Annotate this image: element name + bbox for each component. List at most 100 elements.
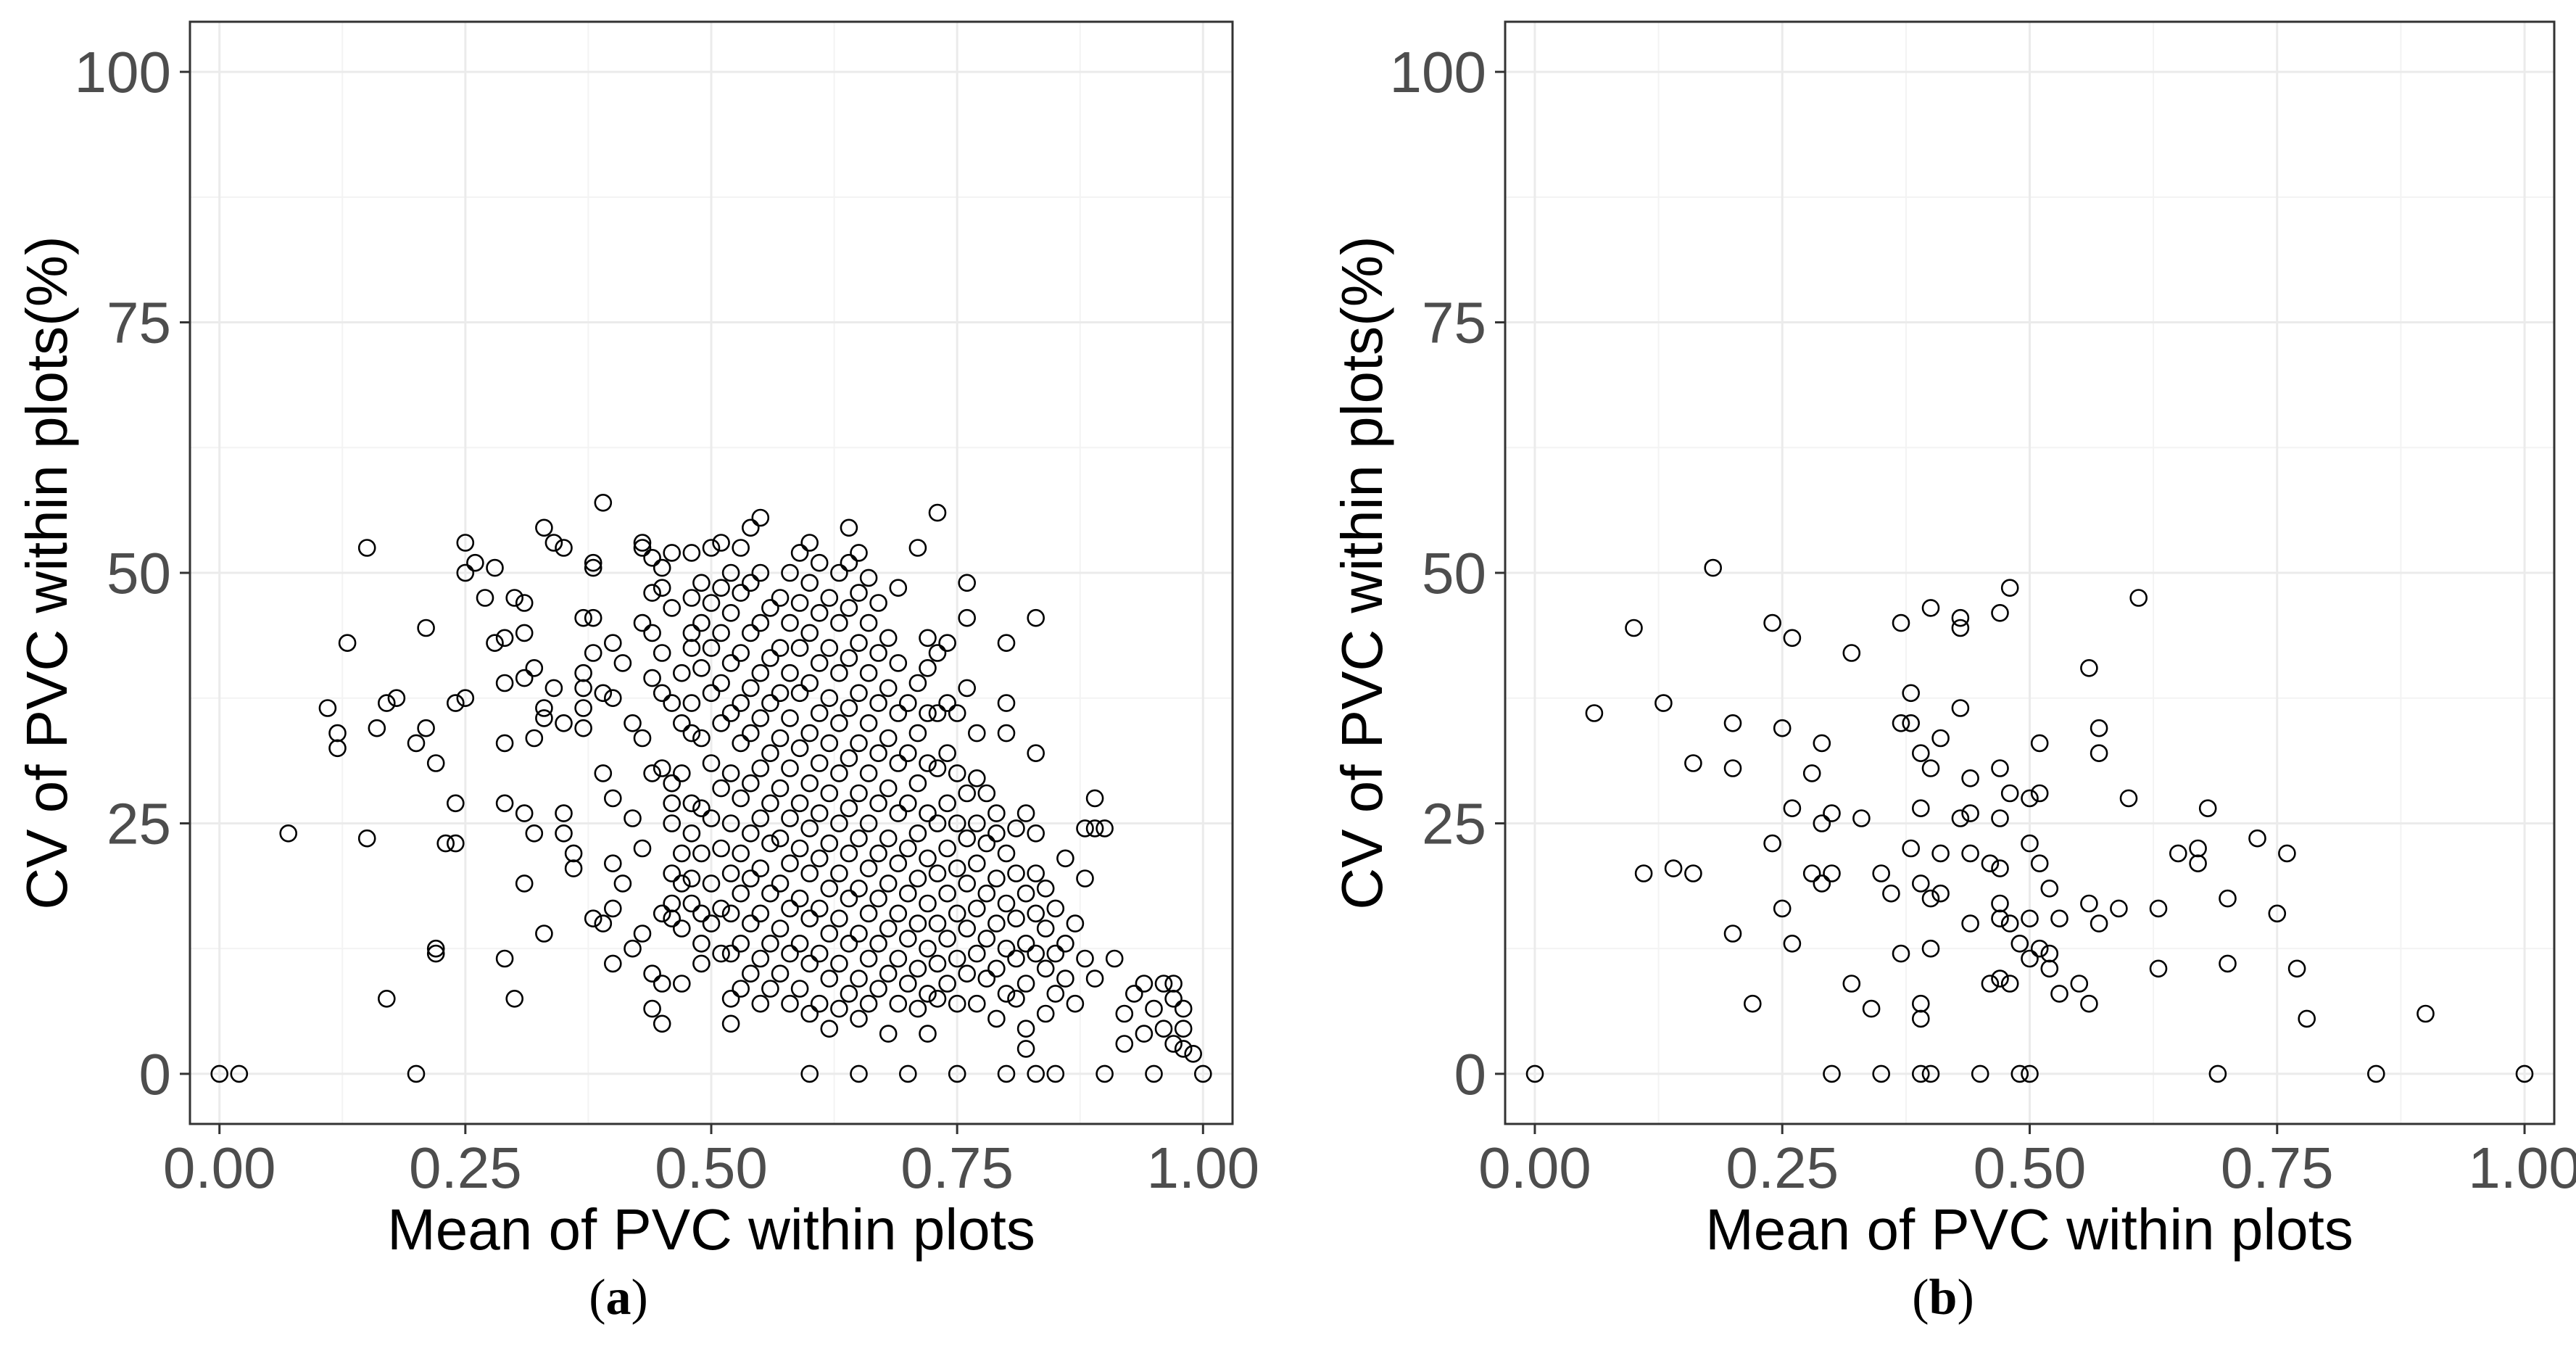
data-point <box>1912 994 1930 1013</box>
data-point <box>948 704 966 722</box>
data-point <box>830 663 848 682</box>
data-point <box>761 980 779 998</box>
data-point <box>1036 959 1055 978</box>
data-point <box>879 964 898 983</box>
data-point <box>357 829 376 848</box>
data-point <box>1971 1064 1989 1083</box>
data-point <box>840 599 858 617</box>
data-point <box>850 1009 868 1028</box>
data-point <box>908 869 927 888</box>
data-point <box>987 824 1006 843</box>
data-point <box>1194 1064 1212 1083</box>
y-tick-label: 25 <box>107 791 171 856</box>
data-point <box>919 985 937 1003</box>
data-point <box>672 663 691 682</box>
data-point <box>869 694 887 712</box>
axis-ticks-b: 0.00 0.25 0.50 0.75 1.00 0 25 50 75 100 <box>1390 40 2576 1200</box>
x-tick-label: 0.00 <box>1478 1136 1591 1200</box>
data-point <box>1723 759 1742 777</box>
data-point <box>1823 864 1841 882</box>
data-point <box>800 1004 819 1023</box>
data-point <box>712 624 730 642</box>
data-point <box>800 724 819 743</box>
data-point <box>230 1064 249 1083</box>
data-point <box>1991 909 2009 927</box>
data-point <box>2129 589 2148 607</box>
data-point <box>702 754 721 772</box>
data-point <box>820 834 839 853</box>
x-tick-label: 0.25 <box>409 1136 522 1200</box>
data-point <box>515 804 534 822</box>
data-point <box>2278 844 2296 863</box>
data-point <box>721 904 740 923</box>
data-point <box>958 874 976 893</box>
data-point <box>495 734 514 753</box>
data-point <box>1056 969 1074 988</box>
data-point <box>908 674 927 692</box>
data-point <box>889 654 908 672</box>
data-point <box>790 684 809 703</box>
data-point <box>790 794 809 813</box>
data-point <box>721 1014 740 1033</box>
data-point <box>790 594 809 612</box>
data-point <box>771 684 790 703</box>
data-point <box>633 534 652 552</box>
data-point <box>544 534 563 552</box>
data-point <box>1076 869 1094 888</box>
data-point <box>1892 944 1910 963</box>
data-point <box>1991 969 2009 988</box>
scatter-panel-a: 0.00 0.25 0.50 0.75 1.00 0 25 50 75 100 Mean of P… <box>15 20 1259 1326</box>
data-point <box>1036 919 1055 938</box>
data-point <box>800 954 819 973</box>
data-point <box>968 724 986 743</box>
data-point <box>997 939 1016 958</box>
data-point <box>938 930 956 948</box>
data-point <box>879 919 898 938</box>
data-point <box>948 1064 966 1083</box>
data-point <box>1912 874 1930 893</box>
data-point <box>663 864 682 882</box>
data-point <box>889 579 908 597</box>
data-point <box>958 608 976 627</box>
data-point <box>721 704 740 722</box>
data-point <box>574 719 592 737</box>
data-point <box>830 909 848 927</box>
data-point <box>692 658 711 677</box>
data-point <box>505 589 524 607</box>
data-point <box>859 814 878 832</box>
data-point <box>869 844 887 863</box>
data-point <box>1723 925 1742 943</box>
data-point <box>732 539 750 557</box>
data-point <box>663 774 682 793</box>
data-point <box>1174 1020 1193 1038</box>
data-point <box>555 804 573 822</box>
data-point <box>2110 899 2128 918</box>
data-point <box>820 880 839 898</box>
data-point <box>732 734 750 753</box>
data-point <box>859 714 878 732</box>
data-point <box>1066 914 1085 933</box>
data-point <box>987 1009 1006 1028</box>
data-point <box>732 844 750 863</box>
data-point <box>682 824 701 843</box>
data-point <box>1145 999 1163 1018</box>
data-point <box>2080 658 2098 677</box>
data-point <box>742 518 760 537</box>
data-point <box>810 899 829 918</box>
data-point <box>781 854 799 872</box>
data-point <box>653 558 671 577</box>
data-point <box>781 899 799 918</box>
data-point <box>1931 844 1950 863</box>
data-point <box>781 944 799 963</box>
data-point <box>2189 839 2207 858</box>
data-point <box>958 574 976 592</box>
data-point <box>899 930 917 948</box>
data-point <box>869 794 887 813</box>
data-point <box>1981 854 2000 872</box>
data-point <box>879 874 898 893</box>
data-point <box>1763 834 1781 853</box>
data-point <box>810 849 829 868</box>
data-point <box>732 980 750 998</box>
data-point <box>515 874 534 893</box>
